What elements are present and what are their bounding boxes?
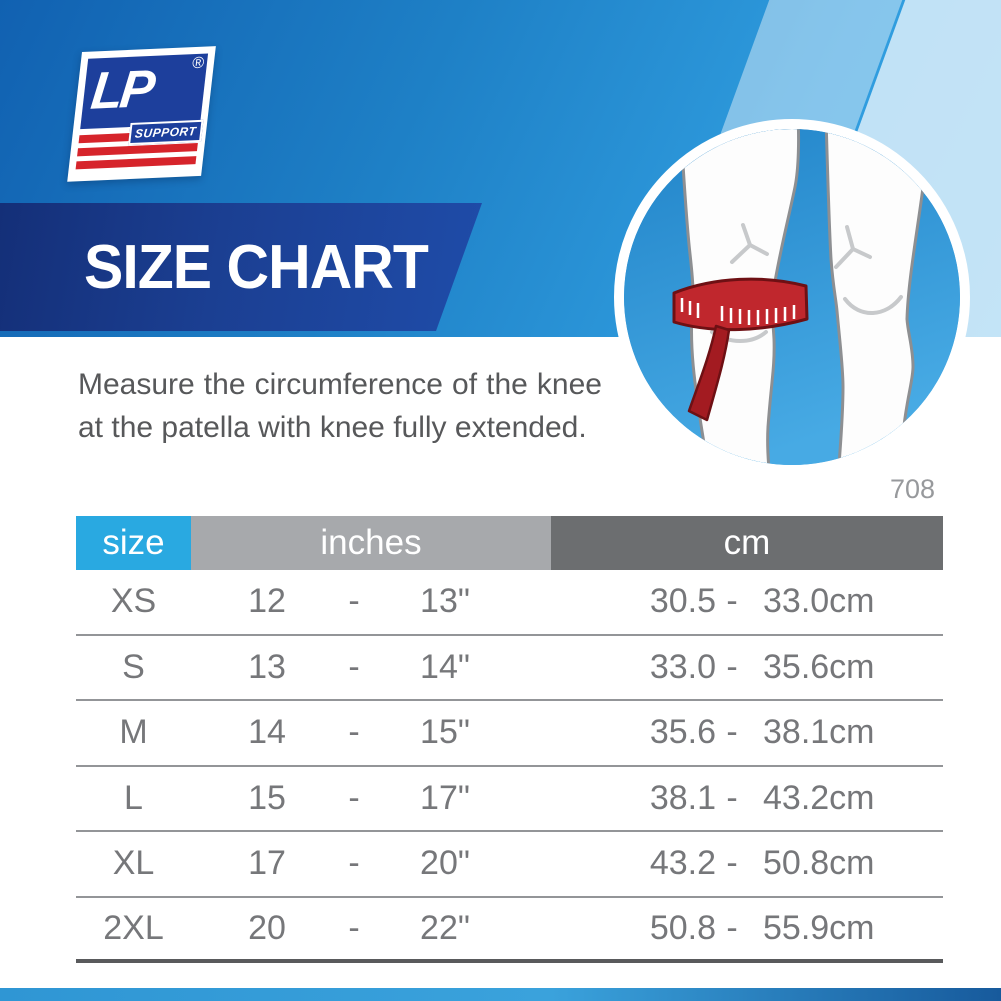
cm-min: 50.8 — [649, 908, 716, 947]
instruction-text: Measure the circumference of the knee at… — [78, 368, 602, 444]
inches-cell: 17 - 20" — [191, 844, 551, 883]
cm-cell: 33.0 - 35.6cm — [551, 648, 943, 687]
measuring-tape-icon — [672, 277, 809, 332]
table-body: XS 12 - 13" 30.5 - 33.0cm S 13 - 14" 33.… — [76, 570, 943, 963]
knee-illustration-circle — [614, 119, 970, 475]
inches-min: 13 — [248, 647, 286, 686]
table-row: XL 17 - 20" 43.2 - 50.8cm — [76, 832, 943, 898]
inches-max: 22" — [420, 908, 470, 947]
inches-max: 20" — [420, 844, 470, 883]
cm-cell: 35.6 - 38.1cm — [551, 713, 943, 752]
lp-logo-stripes: SUPPORT — [75, 119, 204, 170]
right-knee-crease — [834, 225, 903, 315]
inches-min: 15 — [248, 778, 286, 817]
lp-logo-plate: LP ® SUPPORT — [67, 46, 216, 182]
range-dash: - — [348, 908, 360, 947]
range-dash: - — [726, 713, 738, 752]
cm-min: 33.0 — [649, 647, 716, 686]
table-row: M 14 - 15" 35.6 - 38.1cm — [76, 701, 943, 767]
header-cell-cm: cm — [551, 516, 943, 570]
range-dash: - — [726, 582, 738, 621]
inches-min: 14 — [248, 713, 286, 752]
table-row: L 15 - 17" 38.1 - 43.2cm — [76, 767, 943, 832]
size-cell: 2XL — [103, 908, 164, 947]
range-dash: - — [726, 908, 738, 947]
range-dash: - — [726, 778, 738, 817]
cm-min: 43.2 — [649, 844, 716, 883]
registered-trademark-icon: ® — [191, 54, 205, 73]
bottom-accent-bar — [0, 988, 1001, 1001]
size-table: size inches cm XS 12 - 13" 30.5 - 33.0cm… — [76, 516, 943, 963]
cm-max: 55.9cm — [763, 908, 875, 947]
size-cell: L — [124, 778, 143, 817]
lp-logo: LP ® SUPPORT — [67, 46, 216, 182]
size-cell: S — [122, 647, 145, 686]
cm-max: 38.1cm — [763, 713, 875, 752]
cm-max: 35.6cm — [763, 647, 875, 686]
size-cell: XS — [110, 582, 157, 621]
inches-min: 20 — [248, 908, 286, 947]
header-cell-inches: inches — [191, 516, 551, 570]
cm-cell: 43.2 - 50.8cm — [551, 844, 943, 883]
cm-min: 38.1 — [649, 778, 716, 817]
cm-cell: 50.8 - 55.9cm — [551, 909, 943, 948]
inches-cell: 20 - 22" — [191, 909, 551, 948]
table-row: 2XL 20 - 22" 50.8 - 55.9cm — [76, 898, 943, 963]
lp-logo-text: LP — [88, 59, 156, 121]
inches-min: 17 — [248, 844, 286, 883]
inches-max: 13" — [420, 582, 470, 621]
inches-max: 14" — [420, 647, 470, 686]
range-dash: - — [726, 844, 738, 883]
inches-cell: 15 - 17" — [191, 779, 551, 818]
range-dash: - — [348, 778, 360, 817]
cm-cell: 38.1 - 43.2cm — [551, 779, 943, 818]
cm-max: 50.8cm — [763, 844, 875, 883]
inches-cell: 13 - 14" — [191, 648, 551, 687]
knee-measuring-tape-icon — [624, 129, 960, 465]
page-title: SIZE CHART — [84, 232, 428, 302]
header-cell-size: size — [76, 516, 191, 570]
cm-cell: 30.5 - 33.0cm — [551, 582, 943, 621]
lp-logo-box: LP ® — [80, 53, 209, 130]
table-row: XS 12 - 13" 30.5 - 33.0cm — [76, 570, 943, 636]
inches-max: 15" — [420, 713, 470, 752]
tape-tick-marks — [680, 298, 796, 325]
lp-logo-stripe — [75, 156, 197, 170]
cm-max: 33.0cm — [763, 582, 875, 621]
size-cell: XL — [112, 844, 155, 883]
cm-min: 30.5 — [649, 582, 716, 621]
cm-max: 43.2cm — [763, 778, 875, 817]
table-row: S 13 - 14" 33.0 - 35.6cm — [76, 636, 943, 701]
range-dash: - — [348, 582, 360, 621]
product-code: 708 — [889, 474, 935, 504]
inches-max: 17" — [420, 778, 470, 817]
cm-min: 35.6 — [649, 713, 716, 752]
inches-min: 12 — [248, 582, 286, 621]
lp-support-label: SUPPORT — [127, 119, 204, 146]
range-dash: - — [726, 647, 738, 686]
inches-cell: 12 - 13" — [191, 582, 551, 621]
range-dash: - — [348, 647, 360, 686]
size-cell: M — [119, 713, 148, 752]
tape-tail — [687, 324, 731, 422]
range-dash: - — [348, 844, 360, 883]
lp-logo-stripe — [77, 143, 198, 157]
size-chart-banner: SIZE CHART — [0, 203, 482, 331]
inches-cell: 14 - 15" — [191, 713, 551, 752]
table-header-row: size inches cm — [76, 516, 943, 570]
range-dash: - — [348, 713, 360, 752]
